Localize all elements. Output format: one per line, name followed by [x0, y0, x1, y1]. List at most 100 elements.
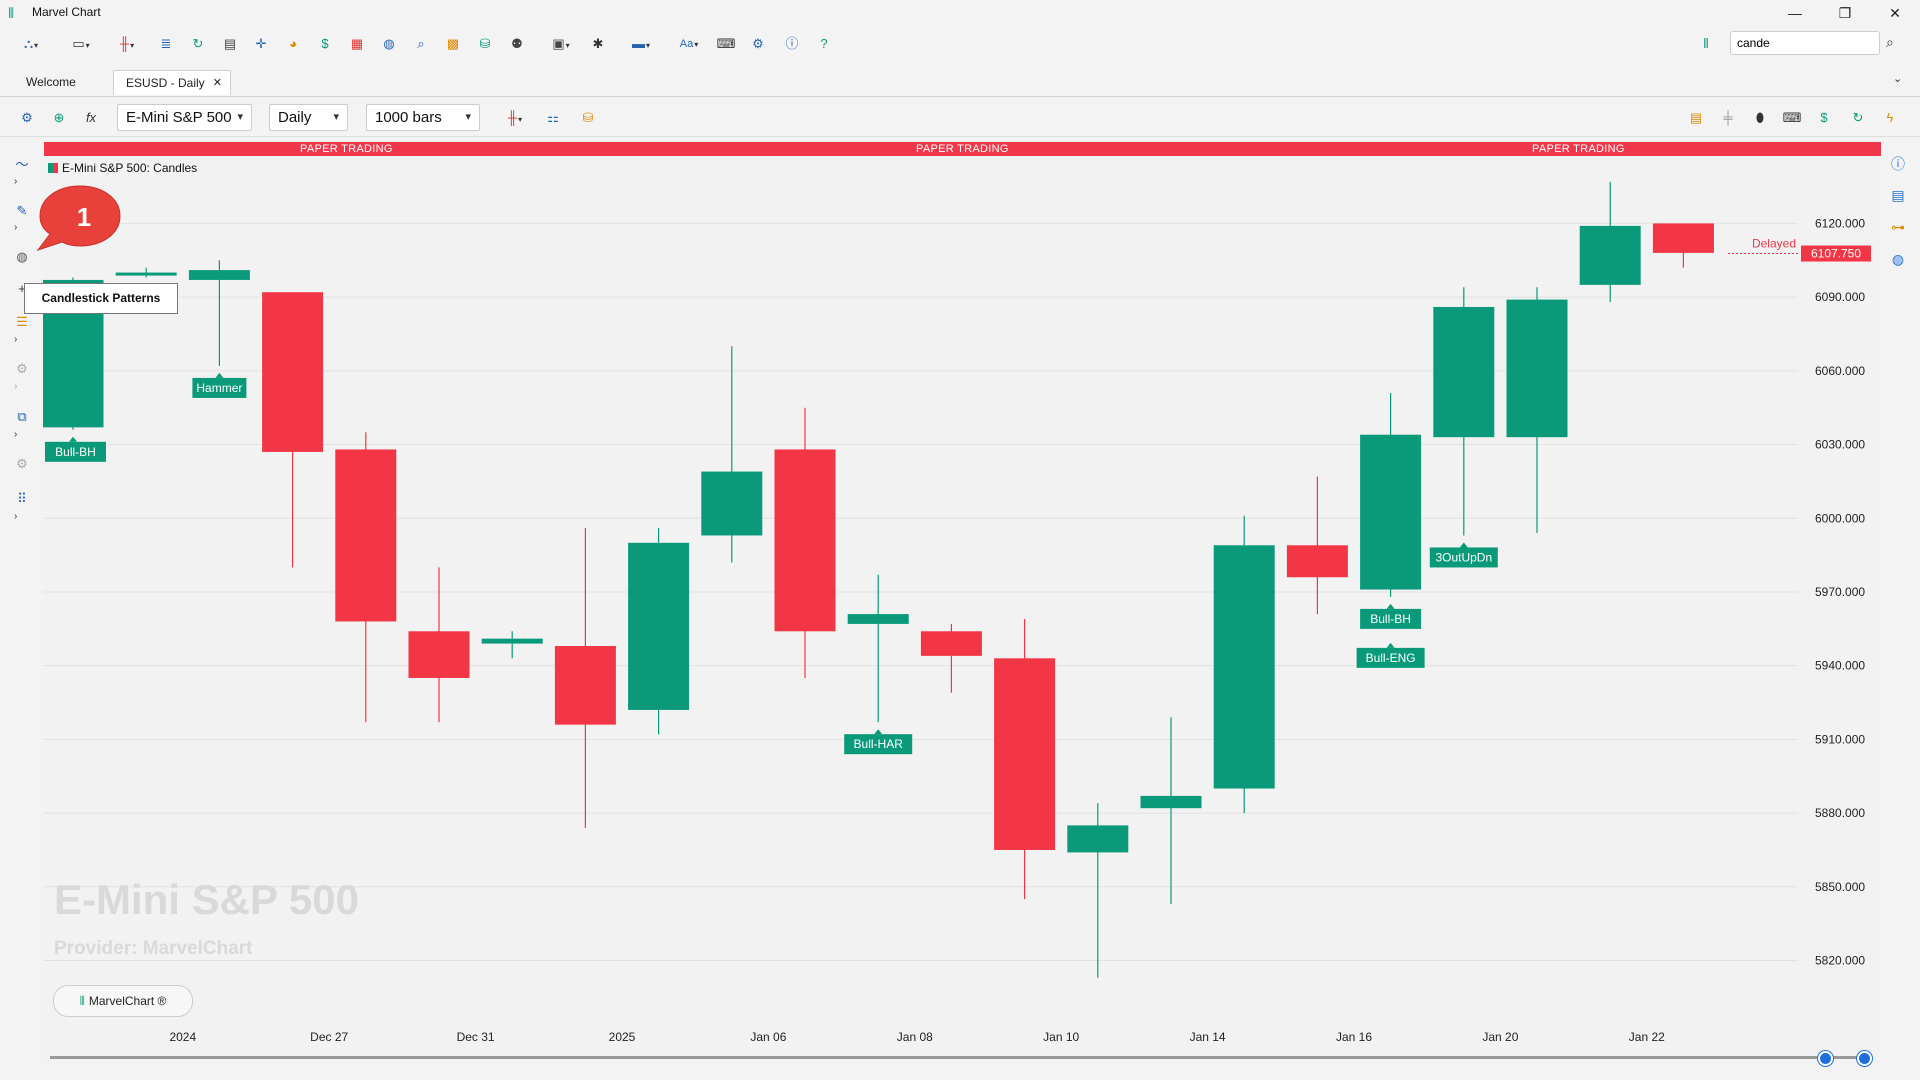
chart-panel[interactable]: Hammer Bull-HAR Bull-BH Bull-ENG 3OutUpDn Bul… — [43, 140, 1883, 1065]
depth-icon[interactable]: ≣ — [160, 36, 172, 51]
refresh-icon[interactable]: ↻ — [1852, 110, 1864, 125]
chevron-right-icon[interactable]: › — [14, 381, 18, 392]
candle-body[interactable] — [628, 542, 690, 710]
chart-type-icon[interactable]: ╫▾ — [507, 110, 523, 125]
bars-select[interactable]: 1000 bars ▾ — [366, 104, 480, 131]
crosshair-icon[interactable]: + — [18, 281, 26, 296]
pattern-label[interactable]: Bull-HAR — [844, 729, 913, 755]
candle-body[interactable] — [701, 471, 763, 536]
workspace-icon[interactable]: ⛬▾ — [23, 36, 39, 51]
add-icon[interactable]: ⊕ — [53, 110, 65, 125]
bug-icon[interactable]: ✱ — [592, 36, 604, 51]
pie-icon[interactable]: ◕ — [289, 36, 297, 51]
globe-icon[interactable]: ◍ — [1891, 251, 1905, 267]
tree-icon[interactable]: ⊶ — [1891, 219, 1905, 235]
indicator-line-icon[interactable]: 〜 — [15, 157, 29, 172]
candle-body[interactable] — [408, 631, 470, 678]
candle-body[interactable] — [1213, 545, 1275, 789]
candle-body[interactable] — [115, 272, 177, 276]
pencil-icon[interactable]: ✎ — [16, 203, 28, 218]
pattern-label[interactable]: Bull-ENG — [1356, 642, 1425, 668]
marvelchart-badge[interactable]: ⦀ MarvelChart ® — [53, 985, 193, 1017]
depth-bars-icon[interactable]: ╪ — [1723, 110, 1733, 125]
candle-body[interactable] — [554, 646, 616, 725]
grid-icon[interactable]: ⠿ — [17, 491, 27, 506]
candle-body[interactable] — [1433, 306, 1495, 438]
candle-body[interactable] — [1140, 795, 1202, 809]
instrument-select[interactable]: E-Mini S&P 500 ▾ — [117, 104, 252, 131]
candlestick-patterns-icon[interactable]: ◍ — [16, 249, 28, 264]
candle-body[interactable] — [262, 292, 324, 452]
notes-icon[interactable]: ▤ — [1891, 187, 1905, 203]
window-layout-icon[interactable]: ▣▾ — [552, 36, 570, 51]
dollar-icon[interactable]: $ — [321, 36, 329, 51]
timeframe-select[interactable]: Daily ▾ — [269, 104, 348, 131]
scanner-icon[interactable]: ⌕ — [417, 36, 425, 51]
chevron-right-icon[interactable]: › — [14, 429, 18, 440]
gear-icon[interactable]: ⚙ — [16, 456, 28, 471]
formula-icon[interactable]: fx — [85, 110, 97, 125]
dollar-icon[interactable]: $ — [1820, 110, 1828, 125]
user-icon[interactable]: ⚉ — [511, 36, 523, 51]
candle-body[interactable] — [1360, 434, 1422, 590]
info-icon[interactable]: ⓘ — [1891, 156, 1905, 172]
time-scrollbar[interactable] — [50, 1056, 1868, 1059]
calendar-icon[interactable]: ▦ — [350, 36, 364, 51]
keyboard-icon[interactable]: ⌨ — [716, 36, 736, 51]
candle-body[interactable] — [1286, 545, 1348, 578]
chevron-right-icon[interactable]: › — [14, 334, 18, 345]
color-theme-icon[interactable]: ▬▾ — [631, 36, 650, 51]
tab-welcome[interactable]: Welcome — [26, 75, 76, 89]
crosshair-icon[interactable]: ✛ — [255, 36, 267, 51]
gear-icon[interactable]: ⚙ — [16, 361, 28, 376]
pattern-label[interactable]: Bull-BH — [45, 436, 106, 462]
lightning-icon[interactable]: ϟ — [1886, 110, 1894, 125]
series-legend[interactable]: E-Mini S&P 500: Candles — [48, 161, 197, 175]
restore-button[interactable]: ❐ — [1838, 5, 1852, 21]
heatmap-icon[interactable]: ▩ — [446, 36, 460, 51]
tab-close-icon[interactable]: ✕ — [212, 77, 222, 89]
minimize-button[interactable]: — — [1788, 5, 1802, 21]
monitor-icon[interactable]: ▭▾ — [72, 36, 90, 51]
chevron-right-icon[interactable]: › — [14, 176, 18, 187]
mouse-icon[interactable]: ⬮ — [1755, 110, 1765, 125]
candle-body[interactable] — [774, 449, 836, 632]
chart-settings-icon[interactable]: ⚙ — [21, 110, 33, 125]
candle-body[interactable] — [1652, 223, 1714, 253]
candlestick-chart[interactable]: Hammer Bull-HAR Bull-BH Bull-ENG 3OutUpDn Bul… — [43, 140, 1883, 1065]
info-icon[interactable]: ⓘ — [785, 36, 799, 51]
keyboard-icon[interactable]: ⌨ — [1782, 110, 1802, 125]
candle-body[interactable] — [920, 631, 982, 656]
tab-esusd-daily[interactable]: ESUSD - Daily ✕ — [113, 70, 231, 95]
document-icon[interactable]: ▤ — [223, 36, 237, 51]
scrollbar-right-handle[interactable] — [1857, 1051, 1872, 1066]
bars-icon[interactable]: ☰ — [16, 314, 28, 329]
help-icon[interactable]: ? — [820, 36, 828, 51]
font-icon[interactable]: Aa▾ — [679, 38, 699, 50]
coins-icon[interactable]: ⛁ — [479, 36, 491, 51]
search-icon[interactable]: ⌕ — [1886, 34, 1894, 50]
globe-icon[interactable]: ◍ — [383, 36, 395, 51]
search-input[interactable] — [1730, 31, 1880, 55]
settings-gear-icon[interactable]: ⚙ — [752, 36, 764, 51]
history-icon[interactable]: ↻ — [192, 36, 204, 51]
pattern-label[interactable]: Hammer — [192, 372, 247, 398]
tab-list-chevron-icon[interactable]: ⌄ — [1893, 73, 1903, 85]
close-button[interactable]: ✕ — [1889, 5, 1901, 21]
layers-icon[interactable]: ⧉ — [17, 409, 27, 424]
chevron-right-icon[interactable]: › — [14, 222, 18, 233]
candle-body[interactable] — [994, 658, 1056, 850]
scrollbar-left-handle[interactable] — [1818, 1051, 1833, 1066]
candle-body[interactable] — [1506, 299, 1568, 438]
chevron-right-icon[interactable]: › — [14, 511, 18, 522]
template-icon[interactable]: ⛁ — [582, 110, 594, 125]
pattern-label[interactable]: Bull-BH — [1360, 603, 1422, 629]
candle-body[interactable] — [847, 614, 909, 624]
pattern-label[interactable]: 3OutUpDn — [1429, 542, 1498, 568]
candle-body[interactable] — [335, 449, 397, 622]
orders-icon[interactable]: ▤ — [1689, 110, 1703, 125]
candle-body[interactable] — [481, 638, 543, 644]
indicators-icon[interactable]: ⚏ — [547, 110, 559, 125]
bar-chart-icon[interactable]: ╫▾ — [119, 36, 135, 51]
candle-body[interactable] — [188, 270, 250, 280]
